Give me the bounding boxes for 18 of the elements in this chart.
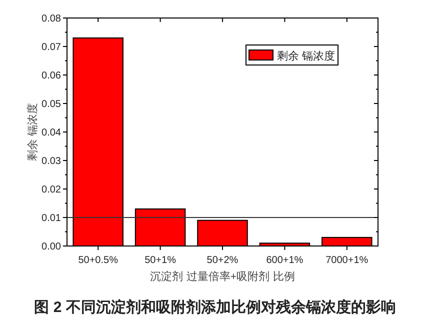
y-tick-label: 0.08 [42, 14, 62, 24]
y-tick-label: 0.06 [42, 70, 62, 82]
x-tick-label: 7000+1% [326, 255, 368, 266]
y-tick-label: 0.03 [42, 156, 62, 167]
y-axis-title: 剩余 镉浓度 [26, 102, 39, 162]
x-axis-title: 沉淀剂 过量倍率+吸附剂 比例 [150, 270, 295, 283]
x-tick-label: 50+2% [206, 255, 238, 266]
legend-label: 剩余 镉浓度 [277, 50, 336, 62]
y-tick-label: 0.05 [42, 99, 62, 110]
x-tick-label: 50+0.5% [78, 255, 118, 266]
y-tick-label: 0.01 [42, 213, 62, 224]
x-tick-label: 600+1% [266, 255, 304, 266]
x-tick-label: 50+1% [144, 255, 176, 266]
text: 图 2 不同沉淀剂和吸附剂添加比例对残余镉浓度的影响 [34, 298, 396, 316]
y-tick-label: 0.02 [42, 184, 62, 196]
y-tick-label: 0.00 [42, 242, 62, 252]
y-tick-label: 0.07 [42, 42, 62, 53]
y-tick-label: 0.04 [42, 128, 62, 138]
